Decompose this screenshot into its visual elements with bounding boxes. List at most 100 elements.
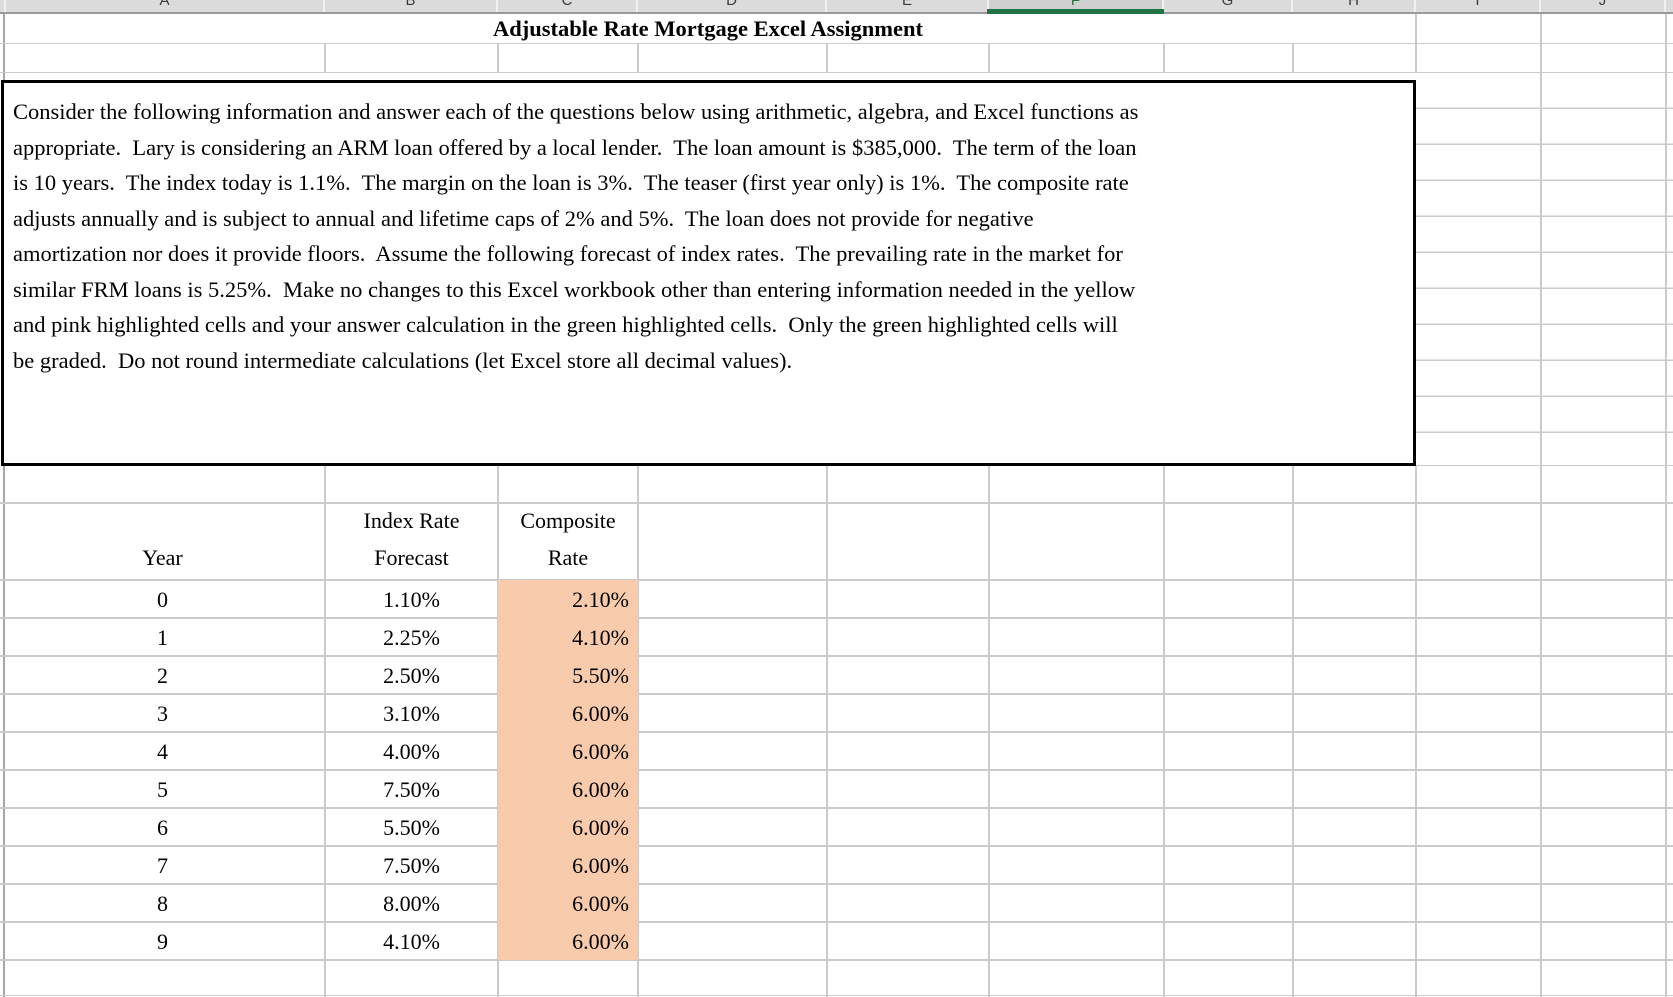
column-header-F-selected[interactable]: F xyxy=(987,0,1164,14)
index-rate-header-line1: Index Rate xyxy=(363,508,460,533)
index-rate-cell[interactable]: 7.50% xyxy=(383,853,440,878)
composite-rate-header-cell[interactable]: Composite Rate xyxy=(498,503,638,580)
gridline-h xyxy=(0,693,1673,695)
composite-rate-cell[interactable]: 4.10% xyxy=(572,625,629,650)
composite-rate-cell[interactable]: 2.10% xyxy=(572,587,629,612)
year-cell[interactable]: 7 xyxy=(157,853,168,878)
column-header-A[interactable]: A xyxy=(6,0,325,12)
composite-rate-cell[interactable]: 5.50% xyxy=(572,663,629,688)
instructions-line: similar FRM loans is 5.25%. Make no chan… xyxy=(13,276,1136,302)
column-header-B[interactable]: B xyxy=(325,0,498,12)
year-cell[interactable]: 9 xyxy=(157,929,168,954)
instructions-line: adjusts annually and is subject to annua… xyxy=(13,205,1034,231)
gridline-v xyxy=(1665,44,1667,72)
column-header-C[interactable]: C xyxy=(498,0,638,12)
year-cell[interactable]: 0 xyxy=(157,587,168,612)
title-row: Adjustable Rate Mortgage Excel Assignmen… xyxy=(0,14,1673,44)
column-header-K-sliver xyxy=(1666,0,1673,12)
composite-rate-cell[interactable]: 6.00% xyxy=(572,815,629,840)
index-rate-cell[interactable]: 4.00% xyxy=(383,739,440,764)
year-cell[interactable]: 6 xyxy=(157,815,168,840)
gridline-h xyxy=(0,845,1673,847)
instructions-line: is 10 years. The index today is 1.1%. Th… xyxy=(13,170,1129,195)
composite-rate-header-line1: Composite xyxy=(520,508,616,533)
instructions-line: appropriate. Lary is considering an ARM … xyxy=(13,134,1137,160)
year-cell[interactable]: 8 xyxy=(157,891,168,916)
column-header-G[interactable]: G xyxy=(1164,0,1293,12)
index-rate-cell[interactable]: 7.50% xyxy=(383,777,440,802)
composite-rate-header-line2: Rate xyxy=(547,544,589,570)
gridline-v xyxy=(637,44,639,72)
empty-row[interactable] xyxy=(0,44,1673,73)
instructions-line: Consider the following information and a… xyxy=(13,99,1139,124)
year-cell[interactable]: 2 xyxy=(157,663,168,688)
gridline-v xyxy=(1540,14,1542,43)
index-rate-cell[interactable]: 8.00% xyxy=(383,891,440,916)
gridline-v xyxy=(1415,44,1417,72)
index-rate-column: 1.10% 2.25% 2.50% 3.10% 4.00% 7.50% 5.50… xyxy=(325,580,498,960)
gridline-v xyxy=(1415,14,1417,43)
gridline-h xyxy=(0,883,1673,885)
gridline-h xyxy=(0,579,1673,581)
gridline-v xyxy=(497,44,499,72)
column-header-row: A B C D E F G H I J xyxy=(0,0,1673,14)
gridline-h xyxy=(0,769,1673,771)
index-rate-cell[interactable]: 1.10% xyxy=(383,587,440,612)
gridline-v xyxy=(1163,44,1165,72)
column-header-J[interactable]: J xyxy=(1541,0,1666,12)
gridline-h xyxy=(0,807,1673,809)
composite-highlight-range xyxy=(498,580,638,960)
composite-rate-cell[interactable]: 6.00% xyxy=(572,777,629,802)
column-header-D[interactable]: D xyxy=(638,0,827,12)
gridline-v xyxy=(988,44,990,72)
index-rate-cell[interactable]: 3.10% xyxy=(383,701,440,726)
column-header-E[interactable]: E xyxy=(827,0,989,12)
column-header-H[interactable]: H xyxy=(1293,0,1416,12)
gridline-v xyxy=(1292,44,1294,72)
composite-rate-cell[interactable]: 6.00% xyxy=(572,701,629,726)
composite-rate-cell[interactable]: 6.00% xyxy=(572,891,629,916)
gridline-h xyxy=(0,502,1673,504)
composite-rate-cell[interactable]: 6.00% xyxy=(572,739,629,764)
index-rate-header-line2: Forecast xyxy=(374,544,449,570)
gridline-v xyxy=(1540,73,1542,465)
index-rate-cell[interactable]: 2.25% xyxy=(383,625,440,650)
year-cell[interactable]: 5 xyxy=(157,777,168,802)
gridline-h xyxy=(0,994,1673,996)
sheet-left-edge-gridline xyxy=(3,14,5,997)
gridline-v xyxy=(1665,14,1667,43)
gridline-h xyxy=(0,731,1673,733)
gridline-h xyxy=(0,921,1673,923)
composite-rate-cell[interactable]: 6.00% xyxy=(572,853,629,878)
year-header-cell[interactable]: Year xyxy=(0,503,325,580)
instructions-line: be graded. Do not round intermediate cal… xyxy=(13,347,793,373)
gridline-v xyxy=(1540,44,1542,72)
index-rate-cell[interactable]: 4.10% xyxy=(383,929,440,954)
gridline-h xyxy=(0,655,1673,657)
year-cell[interactable]: 4 xyxy=(157,739,168,764)
gridline-h xyxy=(0,959,1673,961)
title-cell[interactable]: Adjustable Rate Mortgage Excel Assignmen… xyxy=(493,16,923,41)
index-rate-cell[interactable]: 5.50% xyxy=(383,815,440,840)
column-header-corner-sliver xyxy=(0,0,6,12)
column-header-I[interactable]: I xyxy=(1416,0,1541,12)
instructions-box[interactable]: Consider the following information and a… xyxy=(1,80,1416,466)
gridline-v xyxy=(324,44,326,72)
instructions-line: amortization nor does it provide floors.… xyxy=(13,241,1123,266)
year-cell[interactable]: 1 xyxy=(157,625,168,650)
composite-rate-column: 2.10% 4.10% 5.50% 6.00% 6.00% 6.00% 6.00… xyxy=(498,580,638,960)
year-cell[interactable]: 3 xyxy=(157,701,168,726)
gridline-v xyxy=(826,44,828,72)
index-rate-cell[interactable]: 2.50% xyxy=(383,663,440,688)
instructions-line: and pink highlighted cells and your answ… xyxy=(13,312,1118,337)
year-column: 0 1 2 3 4 5 6 7 8 9 xyxy=(0,580,325,960)
gridline-v xyxy=(1665,73,1667,465)
gridline-h xyxy=(1416,464,1673,466)
composite-rate-cell[interactable]: 6.00% xyxy=(572,929,629,954)
gridline-h xyxy=(0,617,1673,619)
year-header-label: Year xyxy=(142,544,183,570)
index-rate-header-cell[interactable]: Index Rate Forecast xyxy=(325,503,498,580)
selected-column-indicator xyxy=(987,9,1164,14)
empty-grid-right-of-box[interactable] xyxy=(1416,73,1673,466)
